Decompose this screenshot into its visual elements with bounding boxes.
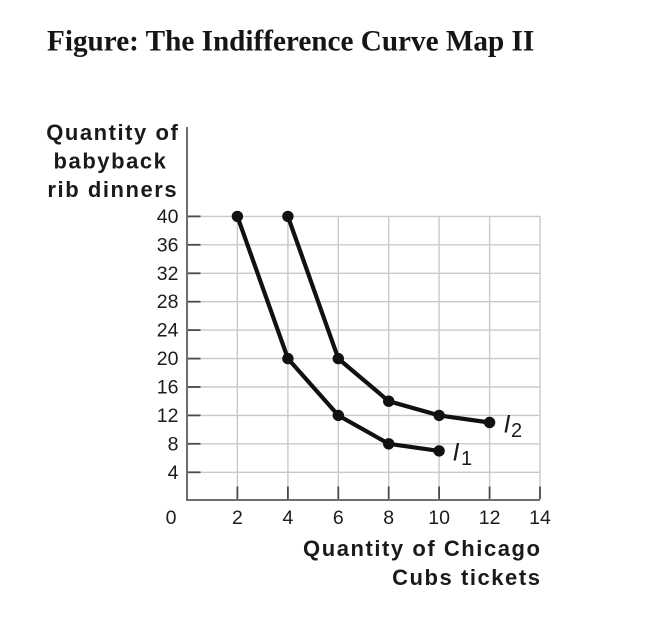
svg-text:2: 2 xyxy=(232,507,243,529)
svg-text:8: 8 xyxy=(383,507,394,529)
svg-text:32: 32 xyxy=(157,263,179,285)
svg-text:Quantity of: Quantity of xyxy=(46,120,179,145)
svg-text:rib dinners: rib dinners xyxy=(47,177,178,202)
svg-text:14: 14 xyxy=(529,507,551,529)
svg-text:1: 1 xyxy=(461,448,472,470)
svg-text:Figure: The Indifference Curve: Figure: The Indifference Curve Map II xyxy=(47,26,534,58)
svg-text:Cubs tickets: Cubs tickets xyxy=(392,565,541,590)
svg-text:I: I xyxy=(453,439,460,467)
svg-text:40: 40 xyxy=(157,206,179,228)
svg-text:8: 8 xyxy=(168,433,179,455)
svg-text:24: 24 xyxy=(157,320,179,342)
svg-text:36: 36 xyxy=(157,234,179,256)
svg-text:6: 6 xyxy=(333,507,344,529)
svg-text:16: 16 xyxy=(157,377,179,399)
svg-text:2: 2 xyxy=(511,420,522,442)
svg-text:0: 0 xyxy=(166,507,177,529)
svg-text:4: 4 xyxy=(168,462,179,484)
svg-text:12: 12 xyxy=(479,507,501,529)
svg-text:20: 20 xyxy=(157,348,179,370)
svg-text:28: 28 xyxy=(157,291,179,313)
svg-text:I: I xyxy=(504,411,511,439)
svg-text:babyback: babyback xyxy=(54,149,168,174)
svg-text:Quantity of Chicago: Quantity of Chicago xyxy=(303,536,541,561)
svg-text:4: 4 xyxy=(282,507,293,529)
svg-text:10: 10 xyxy=(428,507,450,529)
svg-text:12: 12 xyxy=(157,405,179,427)
